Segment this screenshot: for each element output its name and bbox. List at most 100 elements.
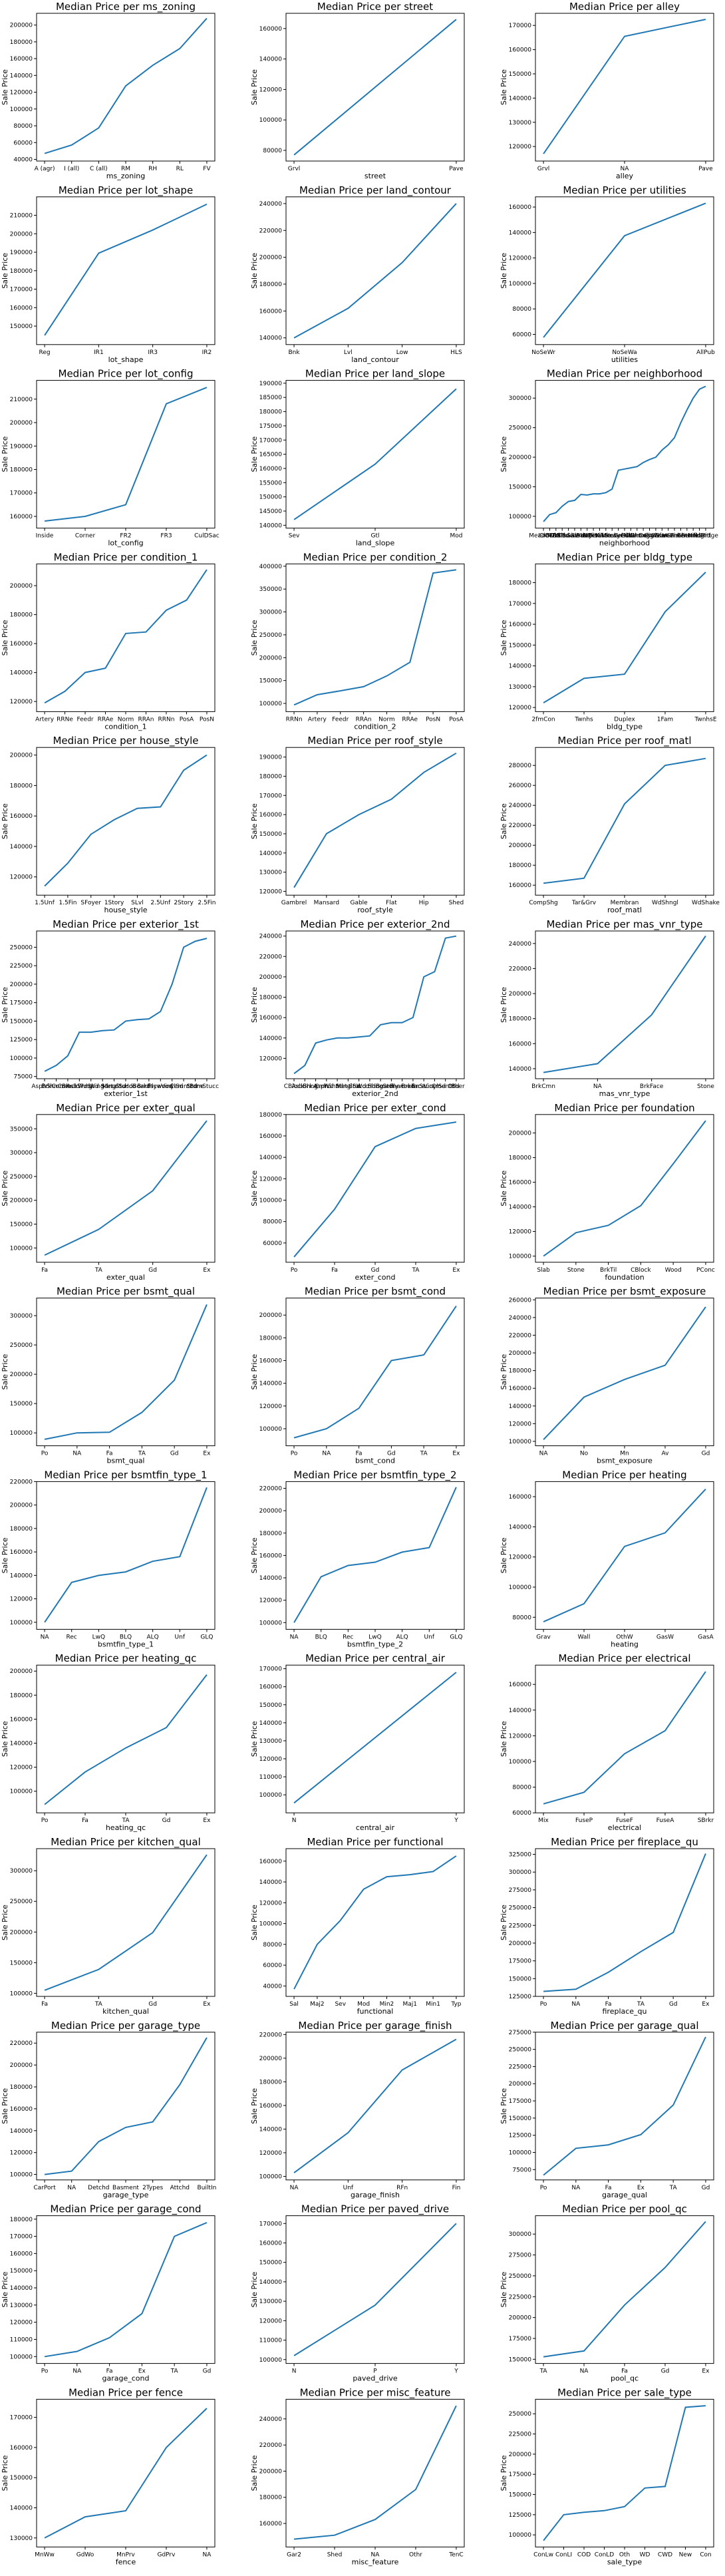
x-tick-label: Stone [697,1083,714,1090]
chart-title: Median Price per bsmtfin_type_2 [293,1469,456,1481]
y-tick-label: 180000 [259,773,283,780]
y-axis-label: Sale Price [250,1171,259,1206]
y-axis-label: Sale Price [250,2455,259,2491]
y-tick-label: 100000 [509,1254,532,1260]
plot-area [36,2032,216,2181]
y-tick-label: 160000 [10,1716,33,1723]
x-tick-label: 1Story [104,900,124,906]
chart-title: Median Price per kitchen_qual [51,1836,200,1849]
x-tick-label: BrkComm [41,1083,71,1090]
y-tick-label: 220000 [509,1332,532,1339]
subplot-condition-1: Median Price per condition_1 120000 140000… [1,551,216,731]
x-tick-label: Gtl [370,533,379,540]
subplot-central-air: Median Price per central_air 100000 110000… [250,1652,465,1832]
y-tick-label: 80000 [512,1785,531,1791]
chart-title: Median Price per roof_style [307,735,442,747]
x-tick-label: TA [420,1451,428,1457]
y-tick-label: 160000 [259,1684,283,1691]
y-tick-label: 190000 [259,755,283,761]
y-tick-label: 220000 [10,2040,33,2047]
plot-area [36,2215,216,2364]
y-tick-label: 180000 [259,1112,283,1119]
y-tick-label: 140000 [10,844,33,850]
y-tick-label: 160000 [10,1549,33,1556]
y-tick-label: 170000 [259,437,283,444]
x-tick-label: ImStucc [195,1083,219,1090]
y-tick-label: 300000 [509,2231,532,2238]
y-tick-label: 200000 [10,1198,33,1204]
series-line [543,757,706,884]
y-axis-label: Sale Price [250,1721,259,1757]
y-tick-label: 130000 [259,2299,283,2305]
x-tick-label: RRNn [158,716,174,723]
plot-area [285,563,465,712]
y-tick-label: 120000 [259,1055,283,1062]
x-tick-label: Gd [661,2368,670,2375]
x-axis-label: lot_shape [108,355,144,364]
y-tick-label: 180000 [259,281,283,288]
x-tick-label: Gd [162,1817,171,1824]
plot-area [535,1298,714,1447]
y-tick-label: 200000 [509,1940,532,1947]
y-tick-label: 160000 [509,1180,532,1187]
y-axis-label: Sale Price [1,2455,9,2491]
x-axis-label: heating_qc [106,1823,146,1832]
y-tick-label: 120000 [509,1421,532,1427]
series-line [293,1487,457,1623]
x-tick-label: Min1 [426,2001,440,2008]
x-axis-label: alley [616,172,634,180]
x-tick-label: Ex [637,2185,645,2191]
x-tick-label: TA [637,2001,645,2008]
x-tick-label: Gd [669,2001,678,2008]
y-tick-label: 160000 [259,1553,283,1559]
x-tick-label: ClearCr [651,533,674,540]
x-tick-label: Feedr [332,716,349,723]
y-tick-label: 140000 [509,1524,532,1531]
y-tick-label: 160000 [509,47,532,54]
y-axis-label: Sale Price [250,987,259,1023]
x-tick-label: MnWw [35,2551,55,2558]
y-tick-label: 175000 [10,1000,33,1007]
x-tick-label: NA [580,2368,589,2375]
x-tick-label: TA [170,2368,179,2375]
y-tick-label: 180000 [10,467,33,474]
series-line [293,2223,457,2356]
y-tick-label: 155000 [259,480,283,486]
x-tick-label: NA [202,2551,212,2558]
x-tick-label: Fa [106,2368,113,2375]
x-axis-label: fireplace_qu [602,2007,647,2016]
x-tick-label: Artery [308,716,327,723]
x-tick-label: Ex [702,2001,710,2008]
x-tick-label: FuseP [575,1817,593,1824]
x-tick-label: CollgCr [639,533,660,540]
x-tick-label: Veenker [662,533,687,540]
y-tick-label: 180000 [509,862,532,869]
subplot-bsmtfin-type-1: Median Price per bsmtfin_type_1 100000 120… [1,1469,216,1648]
x-tick-label: HdBoard [368,1083,394,1090]
chart-title: Median Price per street [317,1,433,13]
subplot-bldg-type: Median Price per bldg_type 120000 130000 14… [500,551,717,731]
y-axis-label: Sale Price [500,2271,508,2307]
series-line [44,569,208,704]
y-tick-label: 240000 [259,201,283,208]
x-tick-label: WdShing [78,1083,104,1090]
y-tick-label: 40000 [13,156,33,163]
x-tick-label: IR3 [148,349,158,356]
series-line [44,2221,208,2358]
x-tick-label: Fa [356,1451,362,1457]
x-tick-label: Reg [39,349,51,356]
x-tick-label: Wood [665,1267,682,1274]
x-axis-label: electrical [608,1823,641,1832]
y-tick-label: 150000 [509,1976,532,1982]
x-tick-label: Po [540,2001,547,2008]
y-tick-label: 120000 [259,1756,283,1763]
plot-area [535,2215,714,2364]
chart-title: Median Price per heating_qc [55,1652,197,1665]
x-tick-label: AsphShn [31,1083,57,1090]
x-tick-label: IR1 [94,349,104,356]
series-line [44,754,208,887]
x-tick-label: Twnhs [574,716,593,723]
subplot-pool-qc: Median Price per pool_qc 150000 175000 2000… [500,2203,714,2383]
y-tick-label: 275000 [509,2253,532,2259]
y-tick-label: 300000 [10,1150,33,1157]
